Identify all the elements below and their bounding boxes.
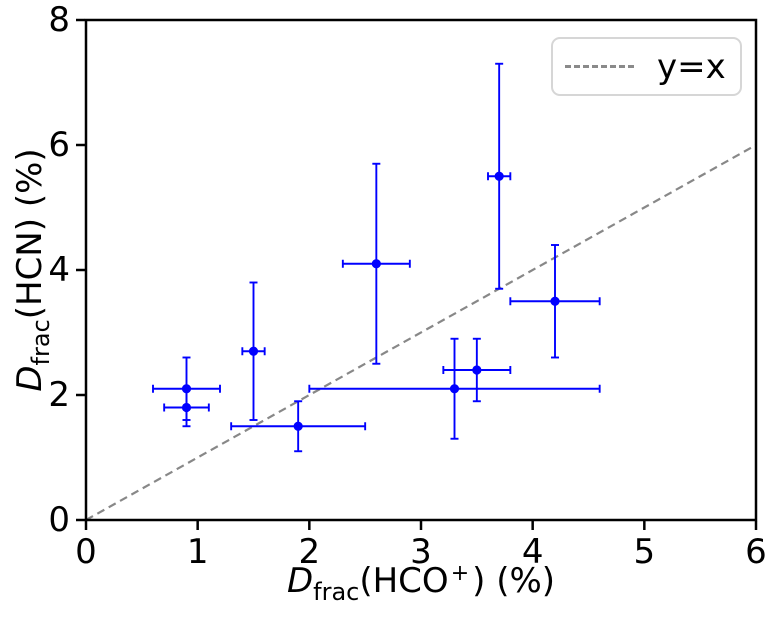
- x-tick-label: 1: [187, 532, 209, 572]
- legend: y=x: [551, 37, 742, 96]
- data-point: [449, 384, 460, 394]
- plot-frame: [84, 18, 758, 522]
- y-tick-label: 2: [48, 375, 70, 415]
- x-tick-label: 2: [299, 532, 321, 572]
- x-tick-label: 6: [745, 532, 767, 572]
- y-axis-label: Dfrac(HCN) (%): [10, 148, 55, 392]
- data-point: [550, 296, 560, 306]
- x-axis-unit: ) (%): [472, 561, 556, 601]
- data-point: [293, 421, 303, 431]
- x-axis-subscript: frac: [313, 577, 360, 606]
- x-axis-molecule: (HCO: [359, 561, 449, 601]
- x-axis-symbol: D: [286, 561, 314, 601]
- y-tick-label: 8: [48, 0, 70, 40]
- x-tick-label: 4: [522, 532, 544, 572]
- x-axis-superscript: +: [450, 560, 470, 586]
- x-tick-label: 5: [634, 532, 656, 572]
- data-point: [472, 365, 482, 375]
- x-tick-label: 3: [410, 532, 432, 572]
- y-tick-label: 0: [48, 500, 70, 540]
- dashed-line-sample: [565, 65, 634, 68]
- legend-entry-label: y=x: [657, 46, 726, 87]
- y-axis-unit: ) (%): [10, 148, 50, 232]
- x-axis-label: Dfrac(HCO+) (%): [86, 560, 756, 604]
- y-axis-molecule: (HCN: [10, 231, 50, 320]
- data-point: [181, 402, 192, 413]
- x-tick-label: 0: [75, 532, 97, 572]
- data-point: [248, 346, 259, 356]
- y-axis-subscript: frac: [26, 319, 55, 366]
- data-point: [494, 171, 504, 181]
- y-axis-symbol: D: [10, 365, 50, 392]
- data-point: [371, 259, 381, 269]
- y-tick-label: 6: [48, 125, 70, 165]
- y-equals-x-line: [85, 144, 757, 521]
- y-tick-label: 4: [48, 250, 70, 290]
